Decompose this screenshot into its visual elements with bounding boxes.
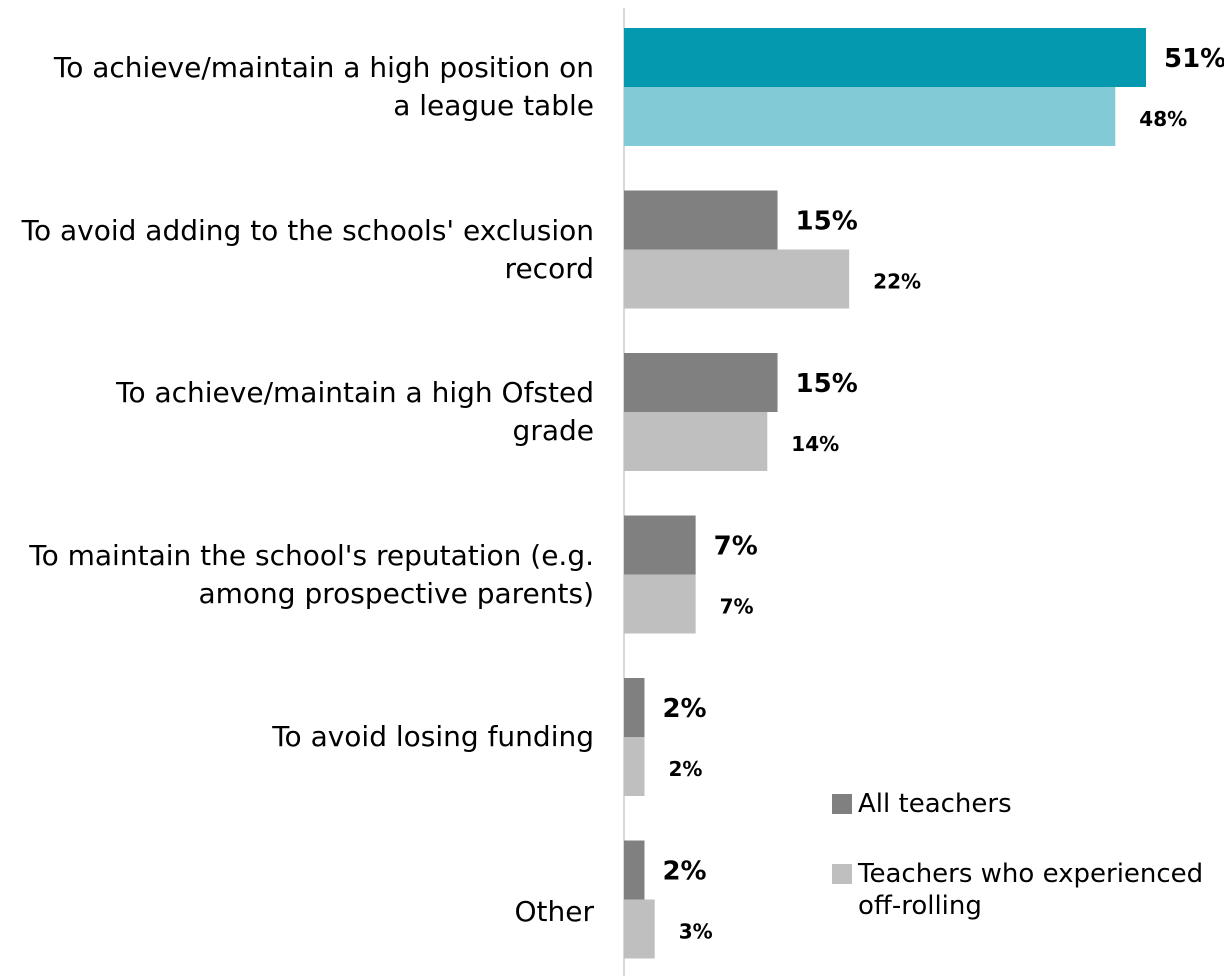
value-label-all-teachers-2: 15% xyxy=(796,369,858,399)
bar-all-teachers-1 xyxy=(624,190,778,250)
value-labels-group: 51% 48% 15% 22% 15% 14% 7% 7% 2% 2% 2% 3% xyxy=(662,44,1224,944)
category-label-line: grade xyxy=(512,414,594,447)
bar-all-teachers-3 xyxy=(624,515,696,575)
category-label-line: To avoid losing funding xyxy=(272,720,594,753)
category-label-2: To achieve/maintain a high Ofsted grade xyxy=(0,374,594,450)
category-label-line: a league table xyxy=(393,89,594,122)
legend-swatch-all-teachers xyxy=(832,794,852,814)
bar-all-teachers-2 xyxy=(624,353,778,412)
category-label-line: among prospective parents) xyxy=(198,576,594,610)
value-label-all-teachers-3: 7% xyxy=(714,532,758,562)
category-label-line: record xyxy=(504,251,594,285)
category-label-5: Other xyxy=(0,893,594,931)
legend-swatch-off-rolling xyxy=(832,864,852,884)
bar-all-teachers-4 xyxy=(624,678,645,737)
legend-label-all-teachers: All teachers xyxy=(858,789,1012,819)
legend-label-off-rolling: Teachers who experienced off-rolling xyxy=(858,859,1204,921)
value-label-off-rolling-1: 22% xyxy=(873,270,921,294)
category-label-3: To maintain the school's reputation (e.g… xyxy=(0,537,594,613)
category-label-0: To achieve/maintain a high position on a … xyxy=(0,49,594,125)
value-label-off-rolling-2: 14% xyxy=(791,432,839,456)
bar-off-rolling-4 xyxy=(624,737,645,796)
value-label-off-rolling-0: 48% xyxy=(1139,107,1187,131)
bar-all-teachers-5 xyxy=(624,840,645,900)
category-label-line: To avoid adding to the schools' exclusio… xyxy=(21,213,594,247)
category-label-4: To avoid losing funding xyxy=(0,718,594,756)
value-label-off-rolling-4: 2% xyxy=(668,757,702,781)
bar-off-rolling-5 xyxy=(624,899,655,959)
bar-off-rolling-2 xyxy=(624,412,768,471)
category-label-line: To maintain the school's reputation (e.g… xyxy=(29,538,594,572)
category-label-1: To avoid adding to the schools' exclusio… xyxy=(0,212,594,288)
category-label-line: To achieve/maintain a high position on xyxy=(53,51,594,84)
bars-group xyxy=(624,28,1146,959)
value-label-all-teachers-4: 2% xyxy=(662,694,706,724)
legend-item-all-teachers: All teachers xyxy=(832,788,1218,820)
category-label-line: Other xyxy=(514,894,594,928)
value-label-all-teachers-1: 15% xyxy=(796,207,858,237)
value-label-off-rolling-3: 7% xyxy=(720,595,754,619)
legend: All teachers Teachers who experienced of… xyxy=(832,788,1218,922)
value-label-off-rolling-5: 3% xyxy=(679,920,713,944)
value-label-all-teachers-5: 2% xyxy=(662,857,706,887)
bar-off-rolling-3 xyxy=(624,574,696,634)
value-label-all-teachers-0: 51% xyxy=(1164,44,1224,74)
bar-off-rolling-1 xyxy=(624,249,850,309)
legend-item-off-rolling: Teachers who experienced off-rolling xyxy=(832,858,1218,922)
category-label-line: To achieve/maintain a high Ofsted xyxy=(116,376,594,409)
bar-off-rolling-0 xyxy=(624,87,1116,146)
bar-all-teachers-0 xyxy=(624,28,1146,87)
